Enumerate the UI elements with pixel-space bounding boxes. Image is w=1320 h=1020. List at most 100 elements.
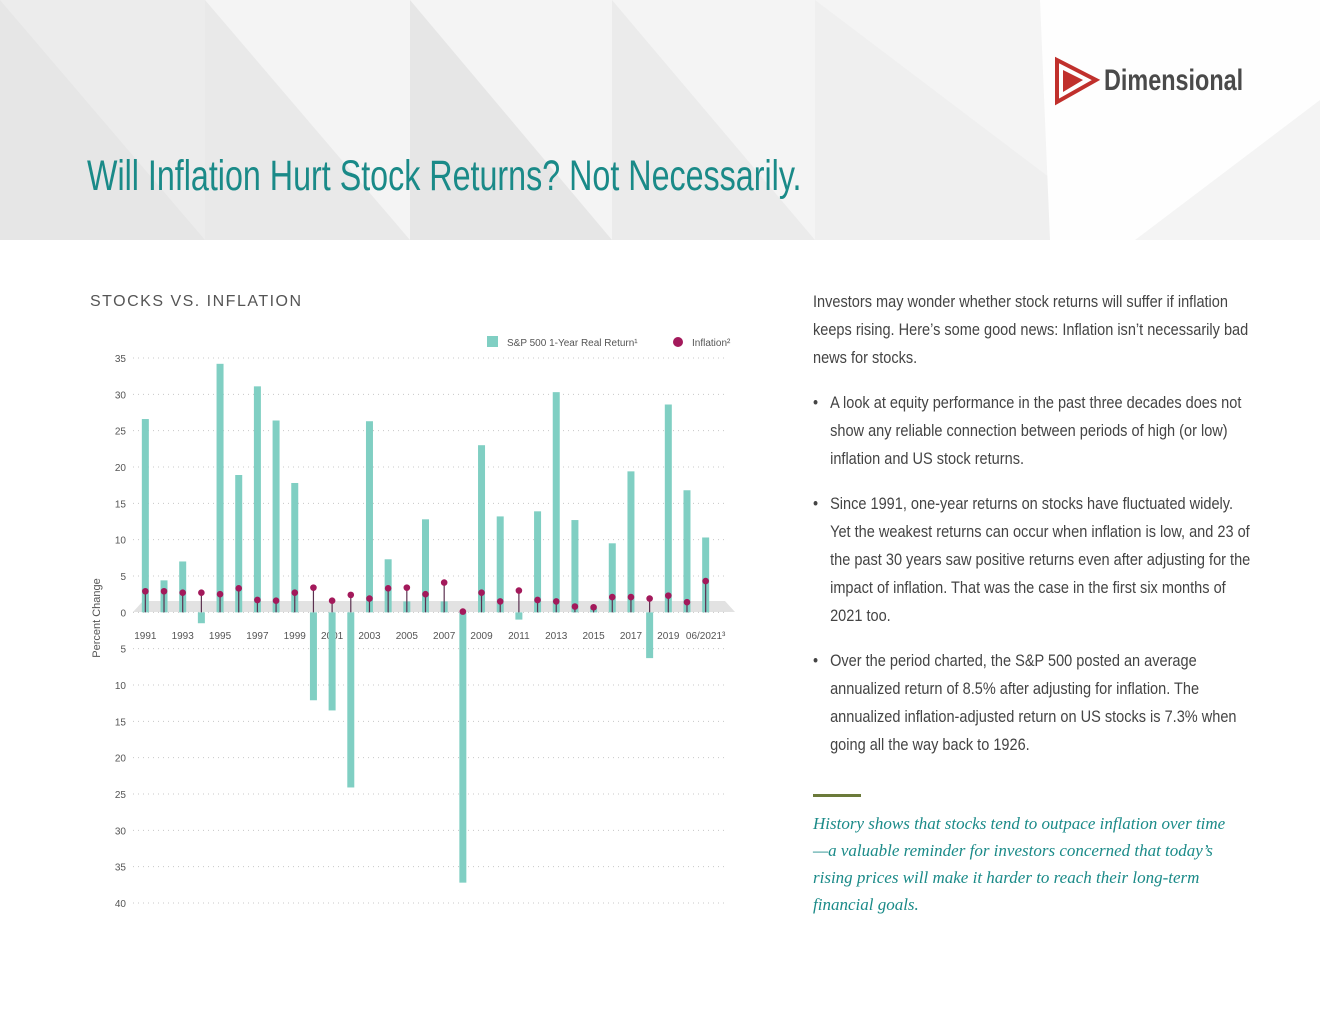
lollipop-dot [254, 596, 261, 604]
bar [478, 445, 486, 613]
lollipop-dot [310, 584, 317, 591]
bar [422, 519, 429, 613]
y-tick-label: 25 [115, 790, 127, 801]
y-tick-label: 30 [115, 826, 127, 837]
y-tick-label: 35 [115, 354, 127, 365]
bar [683, 490, 691, 613]
bar [646, 612, 654, 659]
intro: Investors may wonder whether stock retur… [813, 292, 1249, 367]
x-tick-label: 1991 [134, 631, 157, 642]
y-tick-label: 35 [115, 863, 127, 874]
x-tick-label: 1995 [209, 631, 232, 642]
y-tick-label: 10 [115, 536, 127, 547]
bar [534, 511, 542, 613]
y-tick-label: 20 [115, 754, 127, 765]
x-tick-label: 2017 [620, 631, 643, 642]
bar [702, 537, 710, 613]
x-tick-label: 2009 [470, 631, 493, 642]
divider [813, 794, 861, 797]
lollipop-dot [291, 589, 299, 597]
lollipop-dot [235, 585, 243, 592]
bar [328, 612, 336, 711]
lollipop-dot [198, 589, 205, 597]
quote: History shows that stocks tend to outpac… [813, 814, 1226, 914]
y-tick-label: 0 [120, 608, 126, 619]
bar [627, 471, 635, 613]
y-tick-label: 20 [115, 463, 127, 474]
lollipop-dot [590, 603, 597, 611]
lollipop-dot [384, 585, 392, 592]
lollipop-dot [459, 608, 467, 615]
chart: STOCKS VS. INFLATION Percent Change 40 35… [90, 293, 735, 910]
bar [552, 392, 560, 613]
lollipop-dot [627, 593, 635, 601]
x-tick-label: 1993 [172, 631, 195, 642]
x-tick-label: 2007 [433, 631, 456, 642]
x-tick-label: 1999 [284, 631, 307, 642]
bar [496, 516, 504, 613]
bar [141, 419, 149, 613]
bar [608, 543, 616, 613]
bar [272, 420, 280, 613]
lollipop-dot [552, 598, 560, 605]
lollipop-dot [347, 591, 355, 599]
bar [179, 561, 187, 613]
x-tick-label: 2011 [508, 631, 530, 642]
y-tick-label: 40 [115, 899, 127, 910]
lollipop-dot [478, 589, 485, 597]
legend-swatch [673, 337, 683, 347]
lollipop-dot [608, 593, 616, 601]
y-tick-label: 5 [120, 572, 126, 583]
logo-icon [1055, 56, 1101, 106]
bar [309, 612, 317, 701]
chart-floor [133, 601, 735, 612]
lollipop-dot [702, 577, 709, 585]
y-tick-label: 15 [115, 717, 127, 728]
y-tick-label: 10 [115, 681, 127, 692]
legend-label: Inflation² [692, 338, 731, 349]
lollipop-dot [683, 598, 691, 606]
x-tick-label: 2015 [582, 631, 605, 642]
x-tick-label: 2019 [657, 631, 680, 642]
legend-swatch [487, 336, 498, 347]
lollipop-dot [440, 579, 448, 586]
x-tick-label: 2005 [396, 631, 419, 642]
bar [459, 612, 467, 883]
bullet-list: A look at equity performance in the past… [813, 389, 1253, 759]
x-tick-label: 06/2021³ [686, 631, 726, 642]
y-axis-title: Percent Change [91, 578, 103, 658]
lollipop-dot [422, 590, 429, 598]
bar [365, 421, 373, 613]
lollipop-dot [665, 592, 672, 599]
y-tick-label: 5 [120, 645, 126, 656]
header-background [0, 0, 1320, 245]
lollipop-dot [142, 587, 149, 595]
chart-title: STOCKS VS. INFLATION [90, 293, 303, 310]
bar [515, 612, 523, 620]
bar [235, 474, 243, 613]
legend-label: S&P 500 1-Year Real Return¹ [507, 338, 638, 349]
logo: Dimensional [1104, 64, 1244, 97]
lollipop-dot [272, 597, 280, 605]
bullet: A look at equity performance in the past… [813, 389, 1253, 473]
lollipop-dot [216, 590, 224, 598]
bar [216, 363, 224, 613]
lollipop-dot [366, 595, 373, 602]
x-tick-label: 2013 [545, 631, 568, 642]
x-tick-label: 1997 [246, 631, 269, 642]
x-tick-label: 2003 [358, 631, 381, 642]
y-tick-label: 30 [115, 390, 127, 401]
lollipop-dot [515, 587, 523, 594]
lollipop-dot [160, 587, 168, 595]
page-title: Will Inflation Hurt Stock Returns? Not N… [87, 152, 802, 200]
lollipop-dot [571, 603, 579, 610]
bar [571, 520, 579, 613]
lollipop-dot [496, 598, 504, 605]
bar [291, 482, 299, 613]
lollipop-dot [403, 584, 411, 591]
bullet: Since 1991, one-year returns on stocks h… [813, 490, 1253, 630]
lollipop-dot [646, 595, 653, 602]
bar [347, 612, 355, 788]
lollipop-dot [328, 597, 336, 605]
